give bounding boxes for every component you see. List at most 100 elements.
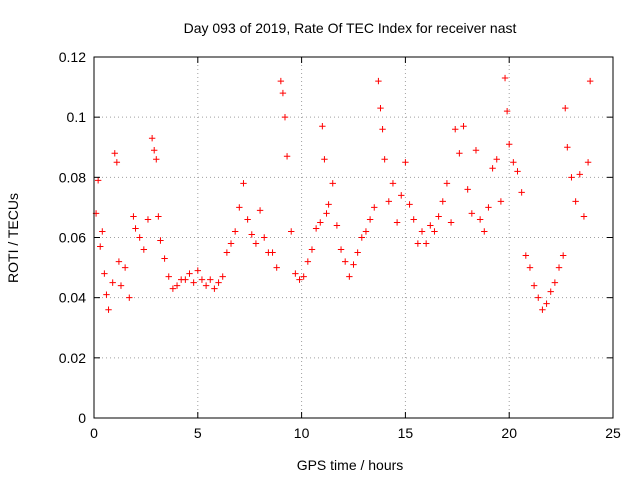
data-point <box>273 264 280 271</box>
data-point <box>173 282 181 289</box>
data-point <box>586 77 594 85</box>
data-point <box>165 273 172 280</box>
y-axis-label: ROTI / TECUs <box>5 193 21 283</box>
data-point <box>514 168 521 175</box>
data-point <box>261 234 268 241</box>
data-point <box>300 273 307 280</box>
data-point <box>227 240 235 247</box>
data-point <box>377 104 384 112</box>
data-point <box>452 126 459 133</box>
x-tick-label: 25 <box>605 425 621 441</box>
data-point <box>157 237 164 244</box>
data-point <box>109 279 116 286</box>
data-point <box>530 282 538 289</box>
data-point <box>155 213 162 220</box>
data-point <box>422 240 430 247</box>
data-point <box>564 144 571 151</box>
data-point <box>543 300 550 307</box>
data-point <box>535 294 542 301</box>
data-point <box>414 240 422 247</box>
data-point <box>115 258 123 265</box>
data-point <box>333 222 341 229</box>
data-point <box>215 279 222 286</box>
data-point <box>269 249 276 256</box>
data-point <box>304 258 312 265</box>
data-point <box>580 213 588 220</box>
data-point <box>431 228 438 235</box>
data-point <box>99 228 106 235</box>
y-tick-label: 0.08 <box>59 169 86 185</box>
data-point <box>435 213 442 220</box>
data-point <box>323 210 330 217</box>
data-point <box>468 210 476 217</box>
y-tick-label: 0.04 <box>59 290 86 306</box>
data-point <box>572 198 579 205</box>
data-point <box>312 225 320 232</box>
data-point <box>296 276 303 283</box>
data-point <box>211 285 218 292</box>
data-point <box>568 174 575 181</box>
data-point <box>497 198 505 205</box>
data-point <box>526 264 534 271</box>
y-tick-label: 0.06 <box>59 230 86 246</box>
data-point <box>194 267 201 274</box>
data-point <box>256 207 264 214</box>
data-point <box>202 282 210 289</box>
data-point <box>584 159 592 166</box>
data-point <box>321 156 328 163</box>
data-point <box>113 159 121 166</box>
data-point <box>169 285 177 292</box>
data-point <box>153 156 160 163</box>
data-point <box>219 273 226 280</box>
data-point <box>132 225 139 232</box>
data-point <box>398 192 405 199</box>
data-point <box>402 159 409 166</box>
data-point <box>501 74 509 82</box>
data-point <box>111 150 118 157</box>
data-point <box>381 156 388 163</box>
data-point <box>236 204 243 211</box>
data-point <box>292 270 299 277</box>
data-point <box>510 159 517 166</box>
x-tick-label: 15 <box>398 425 414 441</box>
y-tick-label: 0 <box>78 410 86 426</box>
y-tick-label: 0.1 <box>67 109 87 125</box>
data-point <box>464 186 471 193</box>
data-point <box>117 282 125 289</box>
data-point <box>136 234 143 241</box>
data-point <box>190 279 197 286</box>
x-tick-label: 20 <box>501 425 517 441</box>
data-point <box>198 276 206 283</box>
data-point <box>244 216 251 223</box>
data-point <box>151 147 158 154</box>
data-point <box>186 270 193 277</box>
data-point <box>379 126 386 133</box>
grid <box>94 57 613 418</box>
data-point <box>460 122 467 130</box>
data-point <box>539 306 546 313</box>
data-point <box>346 273 353 280</box>
data-point <box>389 180 397 187</box>
data-point <box>182 276 189 283</box>
data-point <box>481 228 488 235</box>
data-point <box>337 246 345 253</box>
data-point <box>121 264 129 271</box>
data-point <box>329 180 336 187</box>
data-point <box>410 216 417 223</box>
data-point <box>103 291 110 298</box>
data-point <box>366 216 374 223</box>
chart-title: Day 093 of 2019, Rate Of TEC Index for r… <box>184 20 517 36</box>
data-point <box>547 288 554 295</box>
x-tick-label: 10 <box>294 425 310 441</box>
data-point <box>161 255 168 262</box>
data-point <box>385 198 392 205</box>
data-point <box>493 156 500 163</box>
data-points <box>92 74 594 313</box>
data-point <box>105 306 112 313</box>
data-point <box>144 216 152 223</box>
data-point <box>358 234 366 241</box>
x-tick-label: 5 <box>194 425 202 441</box>
data-point <box>126 294 133 301</box>
data-point <box>248 231 255 238</box>
